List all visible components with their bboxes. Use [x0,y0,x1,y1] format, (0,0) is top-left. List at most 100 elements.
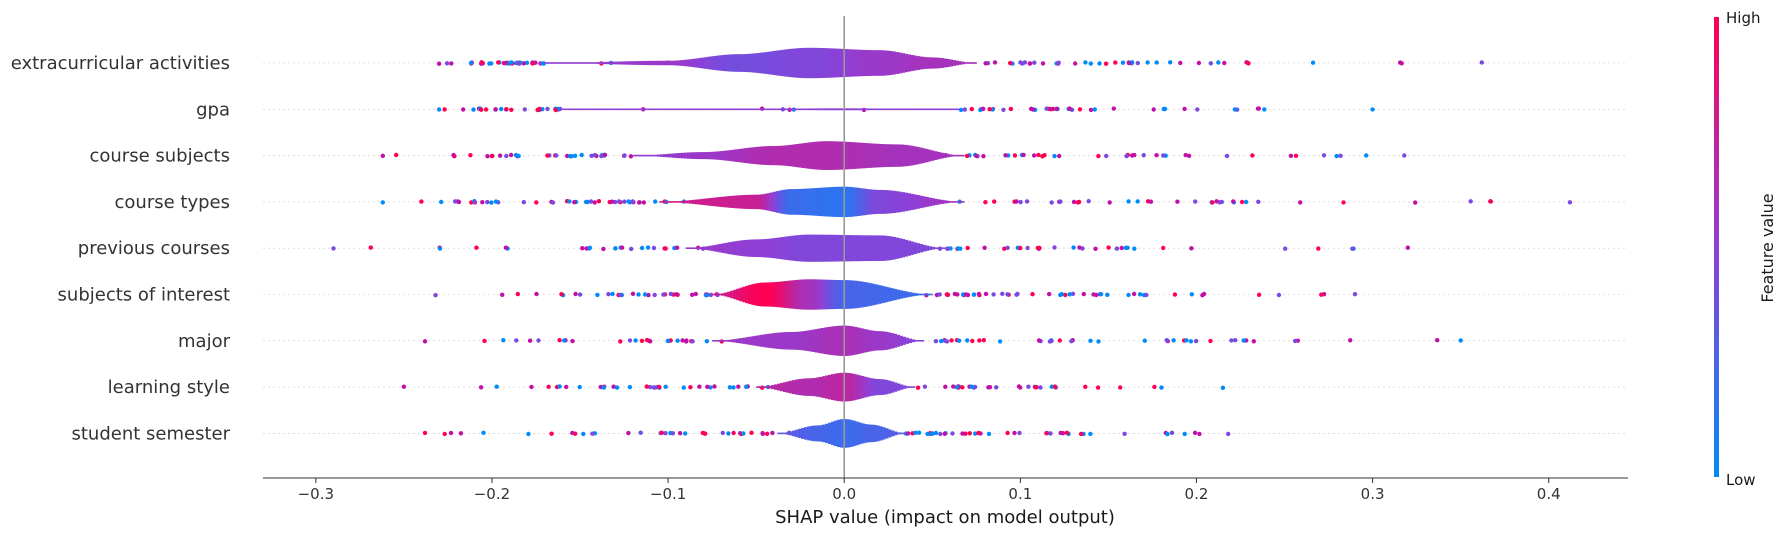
violin-strip [888,144,893,167]
feature-label: subjects of interest [58,285,230,306]
violin-strip [802,279,807,310]
violin-strip [868,50,873,76]
shap-point [1132,246,1137,251]
shap-point [1059,292,1064,297]
shap-point [536,338,541,343]
violin-strip [700,108,705,111]
violin-strip [796,235,801,262]
violin-strip [568,62,573,64]
violin-strip [896,289,900,300]
violin-strip [875,425,880,442]
violin-strip [730,290,734,299]
violin-strip [751,239,756,257]
shap-point [1154,60,1159,65]
violin-strip [688,247,693,249]
shap-point [515,291,520,297]
shap-point [1114,246,1120,251]
violin-strip [690,152,694,159]
shap-point [1105,292,1110,297]
shap-point [1096,153,1101,159]
violin-strip [757,194,762,210]
shap-point [504,153,509,159]
violin-strip [640,61,645,65]
shap-point [1350,246,1355,251]
violin-strip [670,60,675,66]
shap-point [992,199,997,204]
violin-strip [889,51,894,75]
violin-strip [933,151,938,160]
violin-strip [799,188,804,215]
shap-point [1022,60,1028,65]
violin-strip [805,108,810,111]
shap-point [1288,153,1294,158]
violin-strip [872,424,877,442]
shap-point [1002,246,1007,251]
violin-strip [832,186,837,217]
violin-strip [826,234,831,262]
violin-strip [577,62,582,64]
violin-strip [886,190,890,214]
violin-strip [907,108,912,111]
shap-point [451,152,456,158]
violin-strip [765,386,769,388]
violin-strip [884,286,888,303]
violin-strip [742,240,747,257]
violin-strip [913,55,917,71]
violin-strip [925,196,929,207]
shap-point [422,339,428,344]
violin-strip [793,48,798,78]
violin-strip [904,239,909,257]
violin-strip [907,240,912,256]
violin-strip [656,154,661,157]
violin-strip [711,151,715,160]
shap-point [1107,200,1112,205]
violin-strip [862,49,867,77]
violin-strip [730,54,735,72]
violin-strip [829,326,834,356]
violin-strip [780,145,784,166]
shap-point [1567,200,1573,205]
violin-strip [850,108,855,111]
violin-strip [772,238,777,259]
shap-point [974,153,979,159]
violin-strip [592,62,597,64]
x-tick-label: 0.4 [1537,485,1561,503]
violin-strip [834,420,838,447]
violin-strip [876,143,881,168]
colorbar-gradient [1714,17,1719,477]
violin-strip [631,108,636,111]
violin-strip [790,108,795,111]
violin-strip [936,151,941,160]
shap-point [1073,61,1078,66]
shap-point [1064,430,1070,435]
violin-strip [913,242,918,255]
shap-point [1025,245,1030,251]
shap-point [1171,338,1176,343]
violin-strip [748,53,753,73]
violin-strip [739,338,743,344]
violin-strip [661,108,666,111]
shap-point [478,385,484,390]
shap-point [1021,152,1026,158]
shap-point [1014,199,1019,204]
violin-strip [760,108,765,111]
shap-point [494,384,499,389]
shap-point [982,245,987,250]
violin-strip [820,48,825,78]
violin-strip [607,108,612,111]
violin-strip [865,235,870,262]
violin-strip [742,337,746,344]
shap-point [614,385,620,390]
violin-strip [937,57,941,69]
shap-point [1036,338,1042,343]
shap-point [652,292,657,298]
violin-strip [859,108,864,111]
shap-point [567,199,572,204]
violin-strip [822,424,826,443]
violin-strip [798,428,802,439]
shap-point [546,384,551,389]
shap-point [1088,61,1094,66]
shap-point [731,430,736,436]
shap-point [570,430,575,436]
violin-strip [691,58,696,68]
